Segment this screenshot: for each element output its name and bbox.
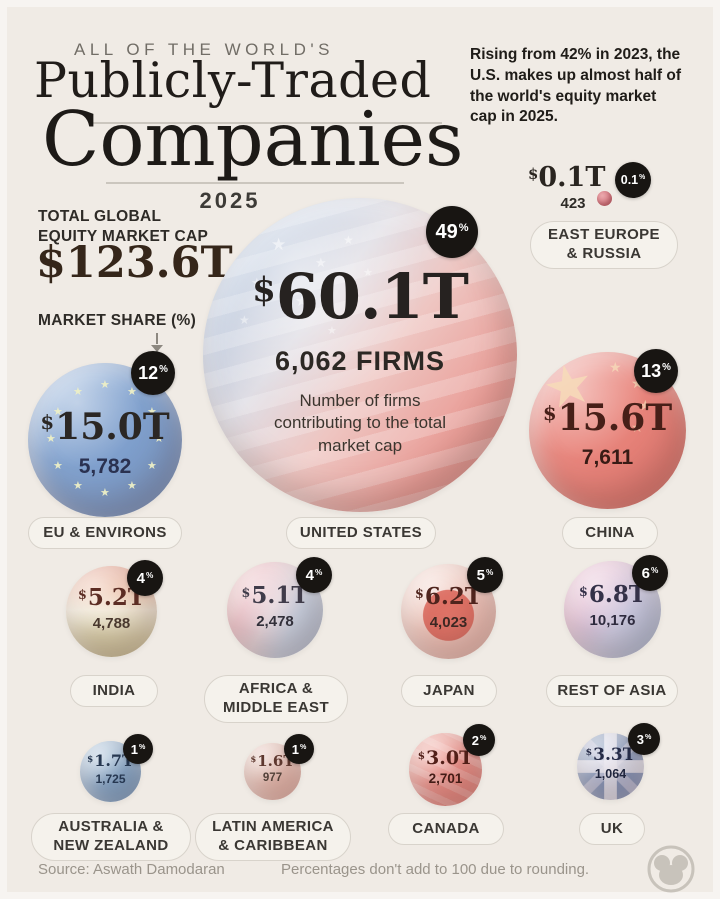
page-title-line1: Publicly-Traded bbox=[34, 52, 432, 109]
star-icon: ★ bbox=[609, 359, 622, 375]
us-value: $60.1T bbox=[252, 260, 469, 333]
star-icon: ★ bbox=[639, 397, 652, 413]
canada-share-badge: 2% bbox=[463, 724, 495, 756]
us-firm-count: 6,062 FIRMS bbox=[274, 346, 446, 376]
star-icon: ★ bbox=[100, 487, 110, 499]
star-icon: ★ bbox=[127, 386, 137, 398]
total-cap-label-line2: EQUITY MARKET CAP bbox=[38, 228, 209, 246]
rest-asia-firm-count: 10,176 bbox=[589, 612, 636, 629]
star-icon: ★ bbox=[363, 267, 373, 279]
aus-nz-value: $1.7T bbox=[87, 751, 134, 770]
total-cap-label-line1: TOTAL GLOBAL bbox=[38, 208, 162, 225]
japan-value: $6.2T bbox=[415, 583, 482, 610]
title-rule-top bbox=[90, 122, 442, 124]
star-icon: ★ bbox=[46, 433, 56, 445]
china-firm-count: 7,611 bbox=[581, 446, 634, 469]
eer-currency: $ bbox=[528, 164, 539, 183]
rounding-note: Percentages don't add to 100 due to roun… bbox=[281, 861, 590, 878]
star-icon: ★ bbox=[315, 255, 327, 270]
star-icon: ★ bbox=[73, 480, 83, 492]
visual-capitalist-logo-icon bbox=[647, 845, 695, 893]
region-label-africa-middle-east: AFRICA & MIDDLE EAST bbox=[204, 675, 348, 723]
year-label: 2025 bbox=[199, 188, 261, 213]
latam-firm-count: 977 bbox=[262, 772, 283, 784]
eer-value: $0.1T bbox=[528, 162, 606, 193]
eer-firm-count: 423 bbox=[560, 195, 586, 212]
bubble-uk: $3.3T 1,064 bbox=[577, 733, 644, 800]
star-icon: ★ bbox=[127, 480, 137, 492]
star-icon: ★ bbox=[631, 419, 644, 435]
star-icon: ★ bbox=[73, 386, 83, 398]
region-label-australia-nz: AUSTRALIA & NEW ZEALAND bbox=[31, 813, 191, 861]
uk-firm-count: 1,064 bbox=[594, 767, 627, 781]
region-label-latin-america: LATIN AMERICA & CARIBBEAN bbox=[195, 813, 351, 861]
star-icon: ★ bbox=[147, 460, 157, 472]
region-label-rest-of-asia: REST OF ASIA bbox=[546, 675, 678, 707]
star-icon: ★ bbox=[154, 433, 164, 445]
rest-asia-share-badge: 6% bbox=[632, 555, 668, 591]
eu-value: $15.0T bbox=[40, 406, 170, 448]
star-icon: ★ bbox=[53, 406, 63, 418]
star-icon: ★ bbox=[271, 235, 287, 254]
star-icon: ★ bbox=[53, 460, 63, 472]
kicker-text: ALL OF THE WORLD'S bbox=[74, 40, 334, 59]
star-icon: ★ bbox=[327, 325, 337, 337]
eer-share-badge: 0.1% bbox=[615, 162, 651, 198]
page-title-line2: Companies bbox=[42, 95, 464, 183]
firms-note: Number of firms contributing to the tota… bbox=[273, 391, 446, 455]
canada-firm-count: 2,701 bbox=[428, 771, 463, 786]
uk-share-badge: 3% bbox=[628, 723, 660, 755]
star-icon: ★ bbox=[295, 293, 309, 310]
star-icon: ★ bbox=[343, 233, 354, 247]
star-icon: ★ bbox=[100, 379, 110, 391]
bubble-china: ★ ★ ★ ★ ★ $15.6T 7,611 bbox=[529, 349, 686, 509]
eu-firm-count: 5,782 bbox=[78, 455, 132, 478]
china-value: $15.6T bbox=[542, 397, 673, 439]
star-icon: ★ bbox=[147, 406, 157, 418]
india-value: $5.2T bbox=[78, 584, 145, 611]
region-label-united-states: UNITED STATES bbox=[286, 517, 436, 549]
down-arrow-icon bbox=[156, 333, 158, 344]
bubble-eu-environs: ★ ★ ★ ★ ★ ★ ★ ★ ★ ★ ★ ★ $15.0T 5,782 bbox=[28, 363, 182, 517]
total-cap-value: $123.6T bbox=[36, 238, 233, 288]
india-share-badge: 4% bbox=[127, 560, 163, 596]
eu-share-badge: 12% bbox=[131, 351, 175, 395]
down-arrow-head-icon bbox=[151, 345, 163, 352]
region-label-uk: UK bbox=[579, 813, 645, 845]
aus-nz-share-badge: 1% bbox=[123, 734, 153, 764]
total-cap-label: TOTAL GLOBAL EQUITY MARKET CAP bbox=[38, 207, 208, 247]
india-firm-count: 4,788 bbox=[92, 615, 131, 632]
market-share-label: MARKET SHARE (%) bbox=[38, 312, 197, 329]
africa-me-firm-count: 2,478 bbox=[256, 613, 294, 630]
star-icon: ★ bbox=[239, 313, 250, 327]
region-label-china: CHINA bbox=[562, 517, 658, 549]
region-label-india: INDIA bbox=[70, 675, 158, 707]
visual-capitalist-logo bbox=[645, 843, 697, 895]
star-icon: ★ bbox=[251, 275, 263, 290]
title-rule-bottom bbox=[106, 182, 404, 184]
source-text: Source: Aswath Damodaran bbox=[38, 861, 225, 878]
africa-me-share-badge: 4% bbox=[296, 557, 332, 593]
region-label-canada: CANADA bbox=[388, 813, 504, 845]
region-label-eu-environs: EU & ENVIRONS bbox=[28, 517, 182, 549]
canada-value: $3.0T bbox=[417, 747, 474, 769]
japan-firm-count: 4,023 bbox=[429, 614, 468, 631]
rest-asia-value: $6.8T bbox=[579, 581, 646, 608]
region-label-japan: JAPAN bbox=[401, 675, 497, 707]
uk-value: $3.3T bbox=[585, 745, 636, 765]
japan-share-badge: 5% bbox=[467, 557, 503, 593]
china-share-badge: 13% bbox=[634, 349, 678, 393]
africa-me-value: $5.1T bbox=[241, 582, 309, 609]
region-label-east-europe-russia: EAST EUROPE & RUSSIA bbox=[530, 221, 678, 269]
aus-nz-firm-count: 1,725 bbox=[95, 772, 126, 786]
eer-bubble bbox=[597, 191, 612, 206]
callout-text: Rising from 42% in 2023, the U.S. makes … bbox=[470, 46, 682, 126]
latam-share-badge: 1% bbox=[284, 734, 314, 764]
us-share-badge: 49% bbox=[426, 206, 478, 258]
latam-value: $1.6T bbox=[250, 752, 295, 770]
bubble-united-states: ★ ★ ★ ★ ★ ★ ★ ★ $60.1T 6,062 FIRMS Numbe… bbox=[203, 198, 517, 512]
